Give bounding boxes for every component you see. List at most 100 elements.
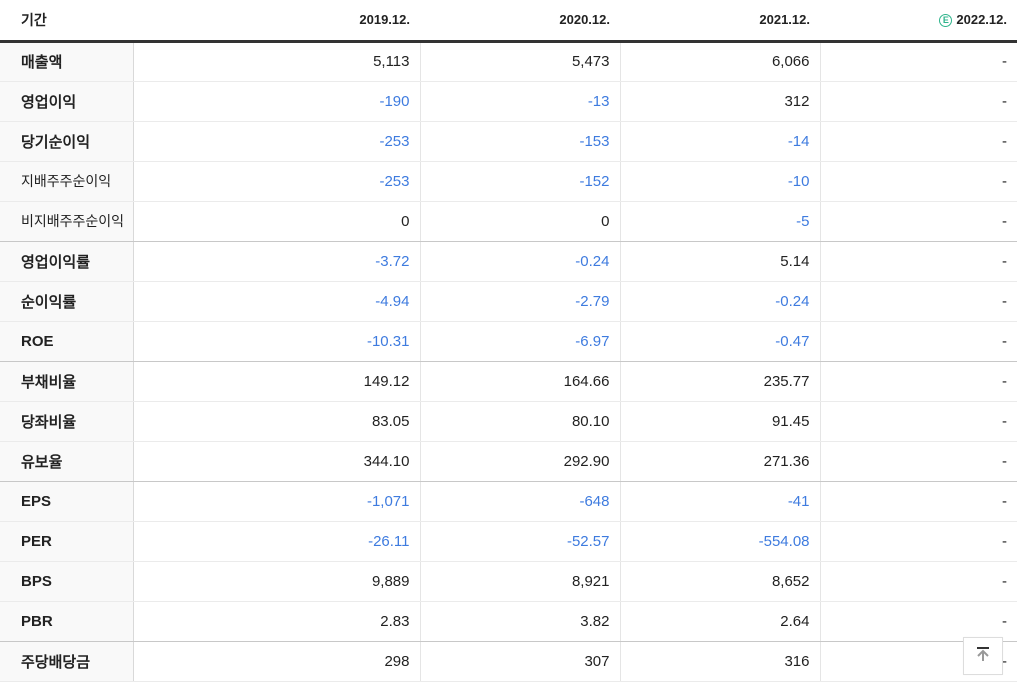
cell-value: 8,921: [420, 561, 621, 602]
cell-value: -: [820, 161, 1017, 202]
cell-value: -0.24: [620, 281, 821, 322]
cell-value: -1,071: [133, 481, 421, 522]
cell-value: -13: [420, 81, 621, 122]
cell-value: 292.90: [420, 441, 621, 482]
cell-value: 91.45: [620, 401, 821, 442]
row-label: 비지배주주순이익: [0, 201, 134, 242]
cell-value: -: [820, 401, 1017, 442]
row-label: PER: [0, 521, 134, 562]
cell-value: -253: [133, 121, 421, 162]
cell-value: -: [820, 201, 1017, 242]
estimate-icon: E: [939, 14, 953, 28]
row-label: 매출액: [0, 41, 134, 82]
cell-value: -: [820, 41, 1017, 82]
cell-value: -6.97: [420, 321, 621, 362]
cell-value: 6,066: [620, 41, 821, 82]
cell-value: 8,652: [620, 561, 821, 602]
cell-value: -0.24: [420, 241, 621, 282]
cell-value: -2.79: [420, 281, 621, 322]
table-header: 기간 2019.12. 2020.12. 2021.12. E 2022.12.: [0, 0, 1017, 43]
row-label: 부채비율: [0, 361, 134, 402]
cell-value: -: [820, 321, 1017, 362]
cell-value: -648: [420, 481, 621, 522]
cell-value: -152: [420, 161, 621, 202]
cell-value: -10: [620, 161, 821, 202]
table-row: PBR 2.83 3.82 2.64-: [0, 601, 1017, 642]
row-label: BPS: [0, 561, 134, 602]
row-label: ROE: [0, 321, 134, 362]
table-row: BPS 9,889 8,921 8,652-: [0, 561, 1017, 602]
table-row: ROE -10.31 -6.97 -0.47-: [0, 321, 1017, 362]
cell-value: 5,473: [420, 41, 621, 82]
table-row: 지배주주순이익 -253 -152 -10-: [0, 161, 1017, 202]
cell-value: 149.12: [133, 361, 421, 402]
table-row: 순이익률 -4.94 -2.79 -0.24-: [0, 281, 1017, 322]
cell-value: -: [820, 561, 1017, 602]
cell-value: -: [820, 481, 1017, 522]
row-label: EPS: [0, 481, 134, 522]
cell-value: -41: [620, 481, 821, 522]
table-row: PER -26.11 -52.57 -554.08-: [0, 521, 1017, 562]
cell-value: -: [820, 121, 1017, 162]
cell-value: -: [820, 281, 1017, 322]
column-header-2022-estimate: E 2022.12.: [820, 0, 1017, 43]
cell-value: 344.10: [133, 441, 421, 482]
cell-value: -: [820, 521, 1017, 562]
cell-value: 9,889: [133, 561, 421, 602]
row-label: 지배주주순이익: [0, 161, 134, 202]
cell-value: -14: [620, 121, 821, 162]
cell-value: 307: [420, 641, 621, 682]
cell-value: 298: [133, 641, 421, 682]
cell-value: -253: [133, 161, 421, 202]
column-header-2020: 2020.12.: [420, 0, 620, 43]
cell-value: -5: [620, 201, 821, 242]
cell-value: -: [820, 441, 1017, 482]
column-header-2019: 2019.12.: [133, 0, 420, 43]
table-row: 주당배당금 298 307 316-: [0, 641, 1017, 682]
table-row: 매출액 5,113 5,473 6,066-: [0, 41, 1017, 82]
cell-value: 312: [620, 81, 821, 122]
row-label: 유보율: [0, 441, 134, 482]
row-label: 영업이익: [0, 81, 134, 122]
row-label: 당기순이익: [0, 121, 134, 162]
cell-value: 80.10: [420, 401, 621, 442]
row-label: 순이익률: [0, 281, 134, 322]
cell-value: 83.05: [133, 401, 421, 442]
header-row: 기간 2019.12. 2020.12. 2021.12. E 2022.12.: [0, 0, 1017, 43]
cell-value: -554.08: [620, 521, 821, 562]
column-header-2022-label: 2022.12.: [956, 12, 1007, 28]
table-row: 비지배주주순이익 0 0 -5-: [0, 201, 1017, 242]
cell-value: -4.94: [133, 281, 421, 322]
table-row: 당좌비율 83.05 80.10 91.45-: [0, 401, 1017, 442]
table-row: 영업이익 -190 -13 312-: [0, 81, 1017, 122]
cell-value: 5,113: [133, 41, 421, 82]
cell-value: -190: [133, 81, 421, 122]
cell-value: -52.57: [420, 521, 621, 562]
scroll-to-top-button[interactable]: [963, 637, 1003, 675]
arrow-up-to-line-icon: [973, 644, 993, 669]
cell-value: -10.31: [133, 321, 421, 362]
cell-value: -: [820, 601, 1017, 642]
row-label: 주당배당금: [0, 641, 134, 682]
table-row: 당기순이익 -253 -153 -14-: [0, 121, 1017, 162]
cell-value: 5.14: [620, 241, 821, 282]
table-row: 부채비율 149.12 164.66 235.77-: [0, 361, 1017, 402]
cell-value: 0: [420, 201, 621, 242]
cell-value: -: [820, 241, 1017, 282]
cell-value: -153: [420, 121, 621, 162]
cell-value: -: [820, 361, 1017, 402]
cell-value: 3.82: [420, 601, 621, 642]
cell-value: 2.83: [133, 601, 421, 642]
cell-value: 235.77: [620, 361, 821, 402]
cell-value: 164.66: [420, 361, 621, 402]
cell-value: -0.47: [620, 321, 821, 362]
cell-value: -26.11: [133, 521, 421, 562]
period-header-label: 기간: [0, 0, 133, 43]
cell-value: 0: [133, 201, 421, 242]
cell-value: -3.72: [133, 241, 421, 282]
cell-value: 2.64: [620, 601, 821, 642]
table-row: 유보율 344.10 292.90 271.36-: [0, 441, 1017, 482]
cell-value: -: [820, 81, 1017, 122]
